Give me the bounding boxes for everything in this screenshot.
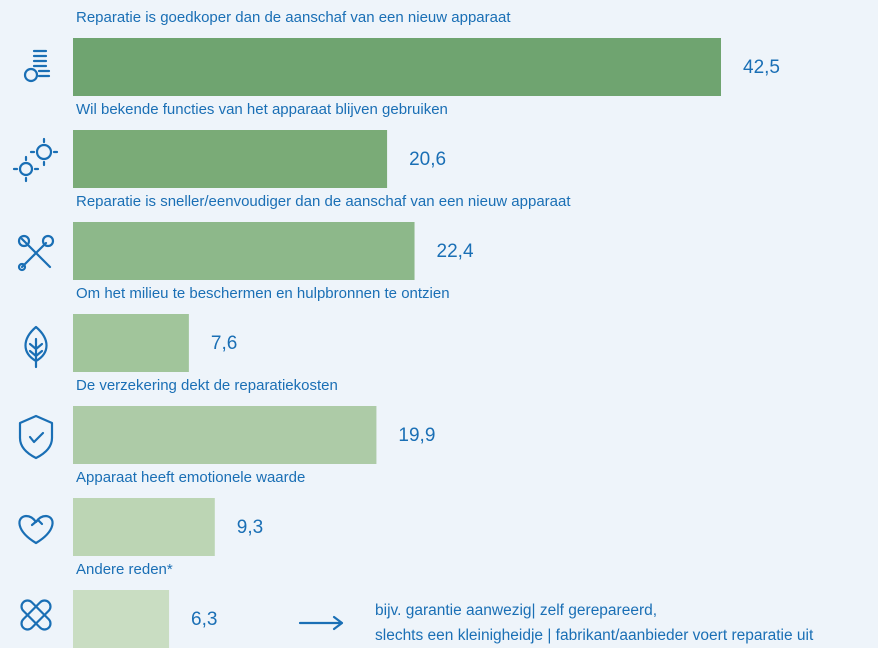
- category-label: Apparaat heeft emotionele waarde: [76, 469, 305, 486]
- icon-shield: [18, 414, 54, 460]
- category-label: Om het milieu te beschermen en hulpbronn…: [76, 285, 450, 302]
- icon-bandage: [20, 599, 52, 631]
- bar: [73, 590, 170, 648]
- bar: [73, 406, 377, 464]
- value-label: 7,6: [211, 333, 237, 354]
- annotation-arrow: [298, 615, 344, 631]
- icon-leaf: [24, 325, 48, 369]
- category-label: Wil bekende functies van het apparaat bl…: [76, 101, 448, 118]
- value-label: 20,6: [409, 149, 446, 170]
- bar: [73, 38, 721, 96]
- bar: [73, 130, 388, 188]
- category-label: Reparatie is sneller/eenvoudiger dan de …: [76, 193, 571, 210]
- icon-gears: [12, 137, 59, 183]
- icon-tools: [17, 234, 55, 272]
- category-label: Andere reden*: [76, 561, 173, 578]
- category-label: Reparatie is goedkoper dan de aanschaf v…: [76, 9, 511, 26]
- bar: [73, 498, 215, 556]
- category-label: De verzekering dekt de reparatiekosten: [76, 377, 338, 394]
- value-label: 9,3: [237, 517, 263, 538]
- icon-heart: [18, 514, 54, 545]
- icon-coins: [23, 49, 51, 83]
- value-label: 22,4: [437, 241, 474, 262]
- bar: [73, 314, 189, 372]
- value-label: 42,5: [743, 57, 780, 78]
- value-label: 6,3: [191, 609, 217, 630]
- annotation: bijv. garantie aanwezig| zelf gerepareer…: [375, 602, 657, 619]
- bar: [73, 222, 415, 280]
- annotation: slechts een kleinigheidje | fabrikant/aa…: [375, 627, 814, 644]
- value-label: 19,9: [398, 425, 435, 446]
